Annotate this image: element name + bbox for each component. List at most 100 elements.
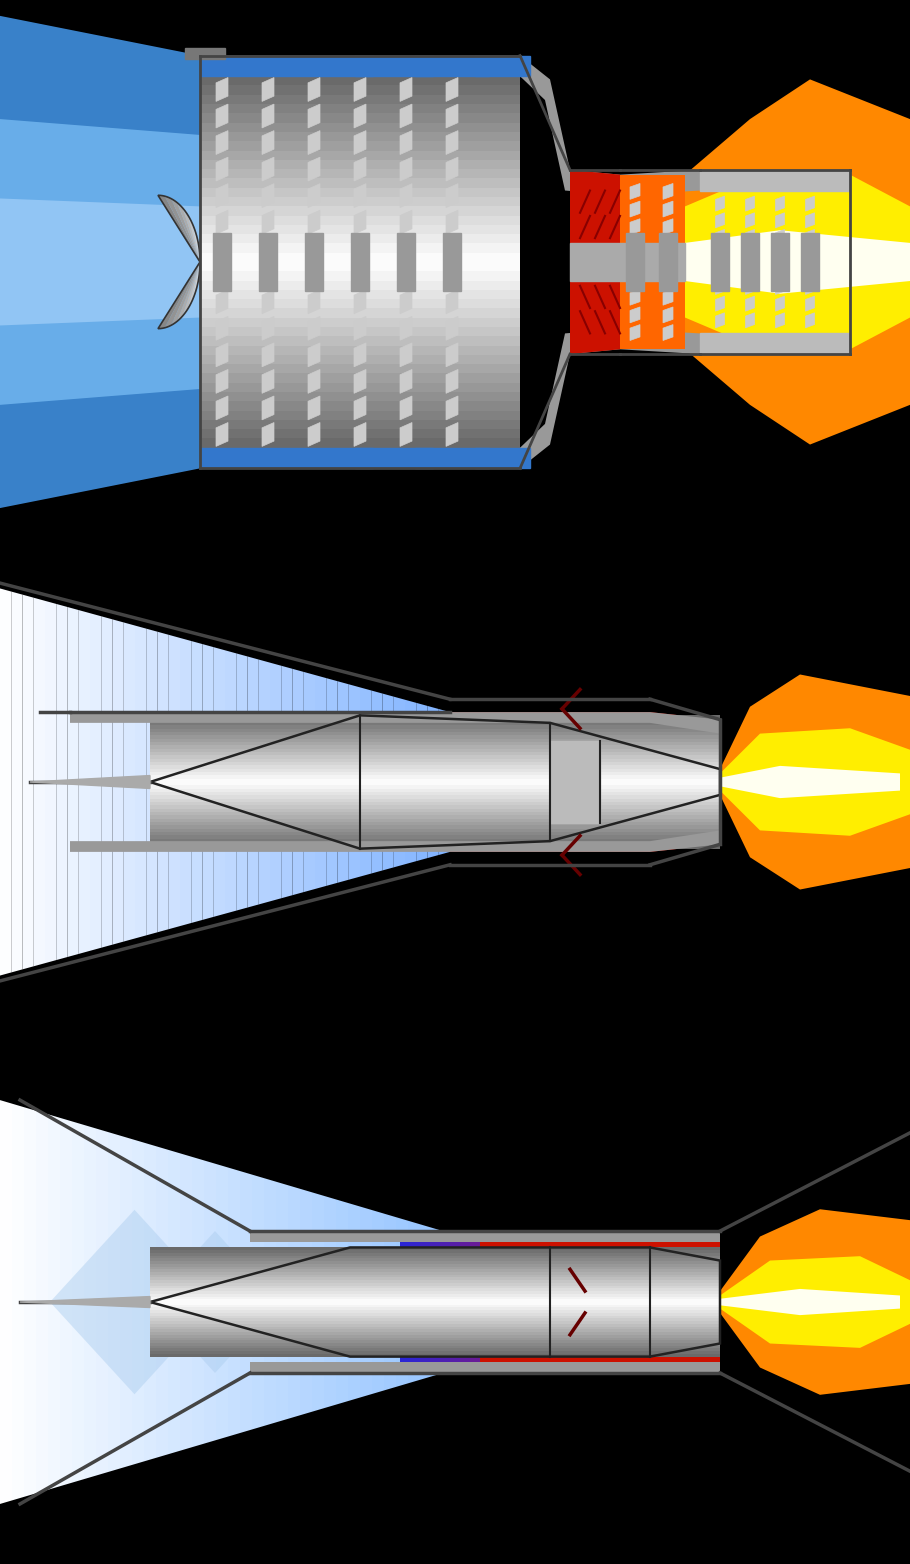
Polygon shape — [630, 253, 640, 271]
Polygon shape — [101, 616, 113, 948]
Polygon shape — [262, 105, 274, 128]
Polygon shape — [198, 261, 200, 283]
Bar — [200, 225, 520, 235]
Polygon shape — [560, 1242, 570, 1253]
Bar — [150, 826, 720, 829]
Polygon shape — [171, 199, 200, 261]
Polygon shape — [745, 313, 754, 328]
Polygon shape — [135, 626, 147, 938]
Bar — [200, 103, 520, 113]
Polygon shape — [308, 369, 320, 393]
Polygon shape — [158, 196, 200, 261]
Polygon shape — [490, 1351, 500, 1362]
Polygon shape — [281, 666, 292, 898]
Polygon shape — [327, 679, 338, 885]
Bar — [415, 447, 433, 468]
Bar — [150, 1322, 720, 1323]
Bar — [200, 308, 520, 317]
Polygon shape — [745, 263, 754, 278]
Bar — [200, 261, 520, 271]
Bar — [200, 206, 520, 216]
Polygon shape — [805, 263, 814, 278]
Bar — [200, 327, 520, 336]
Polygon shape — [460, 712, 470, 723]
Polygon shape — [620, 1242, 630, 1253]
Bar — [150, 1286, 720, 1289]
Bar — [150, 1261, 720, 1264]
Polygon shape — [468, 1239, 480, 1365]
Polygon shape — [216, 343, 228, 368]
Polygon shape — [354, 396, 366, 419]
Bar — [150, 782, 720, 785]
Bar — [150, 715, 720, 719]
Polygon shape — [805, 280, 814, 294]
Polygon shape — [349, 685, 360, 879]
Polygon shape — [308, 105, 320, 128]
Polygon shape — [510, 1242, 520, 1253]
Bar — [200, 419, 520, 429]
Bar — [200, 447, 530, 468]
Bar — [150, 821, 720, 826]
Polygon shape — [168, 1150, 180, 1455]
Polygon shape — [590, 841, 600, 852]
Bar — [150, 1256, 720, 1259]
Polygon shape — [405, 699, 416, 865]
Polygon shape — [262, 131, 274, 155]
Polygon shape — [183, 208, 200, 261]
Polygon shape — [132, 1139, 144, 1465]
Polygon shape — [446, 263, 458, 288]
Polygon shape — [446, 105, 458, 128]
Bar — [150, 1267, 720, 1270]
Bar — [355, 56, 373, 77]
Polygon shape — [720, 766, 900, 798]
Polygon shape — [410, 1242, 420, 1253]
Bar — [150, 795, 720, 799]
Bar — [185, 47, 225, 59]
Polygon shape — [745, 213, 754, 228]
Polygon shape — [715, 213, 724, 228]
Bar — [150, 1293, 720, 1297]
Polygon shape — [630, 202, 640, 217]
Bar — [150, 765, 720, 768]
Polygon shape — [416, 702, 428, 862]
Polygon shape — [630, 219, 640, 235]
Polygon shape — [446, 369, 458, 393]
Bar — [200, 233, 520, 244]
Bar — [150, 752, 720, 755]
Bar — [200, 410, 520, 419]
Polygon shape — [446, 422, 458, 446]
Bar — [741, 233, 759, 291]
Bar — [150, 1264, 720, 1267]
Polygon shape — [700, 170, 850, 191]
Polygon shape — [180, 1153, 192, 1451]
Polygon shape — [34, 597, 45, 967]
Polygon shape — [720, 1256, 910, 1348]
Bar — [150, 1333, 720, 1334]
Polygon shape — [620, 1351, 630, 1362]
Polygon shape — [308, 289, 320, 314]
Polygon shape — [715, 263, 724, 278]
Polygon shape — [70, 712, 720, 734]
Polygon shape — [715, 196, 724, 211]
Bar — [150, 1343, 720, 1345]
Bar — [443, 233, 461, 291]
Bar — [200, 197, 520, 206]
Polygon shape — [216, 210, 228, 235]
Polygon shape — [192, 1157, 204, 1447]
Polygon shape — [264, 1178, 276, 1426]
Bar — [150, 735, 720, 738]
Bar — [200, 160, 520, 169]
Polygon shape — [720, 1209, 910, 1395]
Polygon shape — [590, 1351, 600, 1362]
Polygon shape — [600, 712, 610, 723]
Polygon shape — [444, 1231, 456, 1373]
Polygon shape — [720, 729, 910, 835]
Polygon shape — [382, 693, 394, 871]
Polygon shape — [630, 236, 640, 252]
Bar — [259, 233, 277, 291]
Bar — [150, 1289, 720, 1292]
Polygon shape — [168, 635, 180, 929]
Polygon shape — [510, 712, 520, 723]
Polygon shape — [262, 422, 274, 446]
Polygon shape — [446, 289, 458, 314]
